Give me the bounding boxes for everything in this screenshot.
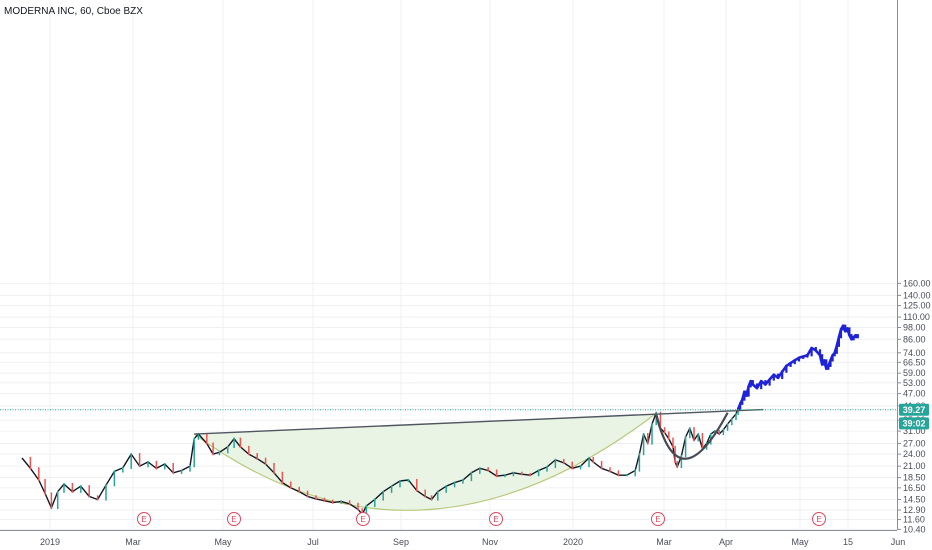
y-tick-label: 27.00 <box>903 439 926 449</box>
x-tick-label: Mar <box>656 537 672 547</box>
x-tick-label: May <box>214 537 232 547</box>
cup-curve <box>193 412 657 511</box>
y-tick-label: 31.00 <box>903 426 926 436</box>
price-tag-label: 39.27 <box>903 405 926 415</box>
earnings-label: E <box>231 515 236 524</box>
earnings-marker[interactable] <box>812 512 826 526</box>
x-tick-label: Nov <box>482 537 499 547</box>
x-tick-label: Mar <box>125 537 141 547</box>
x-tick-label: 2019 <box>40 537 60 547</box>
y-tick-label: 74.00 <box>903 348 926 358</box>
y-tick-label: 10.40 <box>903 524 926 534</box>
x-tick-label: Apr <box>719 537 733 547</box>
earnings-marker[interactable] <box>227 512 241 526</box>
earnings-marker[interactable] <box>356 512 370 526</box>
y-tick-label: 11.60 <box>903 515 925 525</box>
handle-curve <box>655 412 729 460</box>
y-tick-label: 110.00 <box>903 312 930 322</box>
earnings-label: E <box>141 515 146 524</box>
earnings-marker[interactable] <box>489 512 503 526</box>
x-tick-label: 15 <box>843 537 853 547</box>
y-tick-label: 98.00 <box>903 323 926 333</box>
cup-fill <box>194 413 657 511</box>
x-tick-label: May <box>791 537 809 547</box>
earnings-label: E <box>655 515 660 524</box>
y-tick-label: 16.50 <box>903 483 926 493</box>
y-tick-label: 86.00 <box>903 334 926 344</box>
earnings-label: E <box>493 515 498 524</box>
y-tick-label: 59.00 <box>903 368 926 378</box>
y-tick-label: 66.50 <box>903 357 926 367</box>
chart-title: MODERNA INC, 60, Cboe BZX <box>4 6 143 17</box>
earnings-label: E <box>360 515 365 524</box>
y-tick-label: 125.00 <box>903 301 931 311</box>
earnings-marker[interactable] <box>651 512 665 526</box>
cup-pattern <box>193 412 657 511</box>
y-tick-label: 12.90 <box>903 505 926 515</box>
y-tick-label: 53.00 <box>903 378 926 388</box>
earnings-marker[interactable] <box>137 512 151 526</box>
y-tick-label: 24.00 <box>903 449 926 459</box>
price-labels: 39.27 39:02 <box>899 403 929 430</box>
y-tick-label: 140.00 <box>903 290 931 300</box>
y-tick-label: 47.00 <box>903 389 926 399</box>
y-tick-label: 21.00 <box>903 461 926 471</box>
trend-line <box>194 408 764 435</box>
price-tag-label: 39:02 <box>902 418 925 428</box>
x-tick-label: Jul <box>307 537 319 547</box>
price-tag <box>899 403 929 416</box>
pattern-lines <box>194 408 764 460</box>
earnings-label: E <box>816 515 821 524</box>
x-tick-label: 2020 <box>563 537 583 547</box>
x-tick-label: Sep <box>393 537 409 547</box>
x-tick-label: Jun <box>891 537 906 547</box>
y-tick-label: 14.50 <box>903 494 926 504</box>
y-tick-label: 160.00 <box>903 278 931 288</box>
time-axis[interactable]: 2019 Mar May Jul Sep Nov 2020 Mar Apr May 15 Jun <box>40 537 905 547</box>
y-tick-label: 18.50 <box>903 473 926 483</box>
price-tag <box>899 417 929 430</box>
